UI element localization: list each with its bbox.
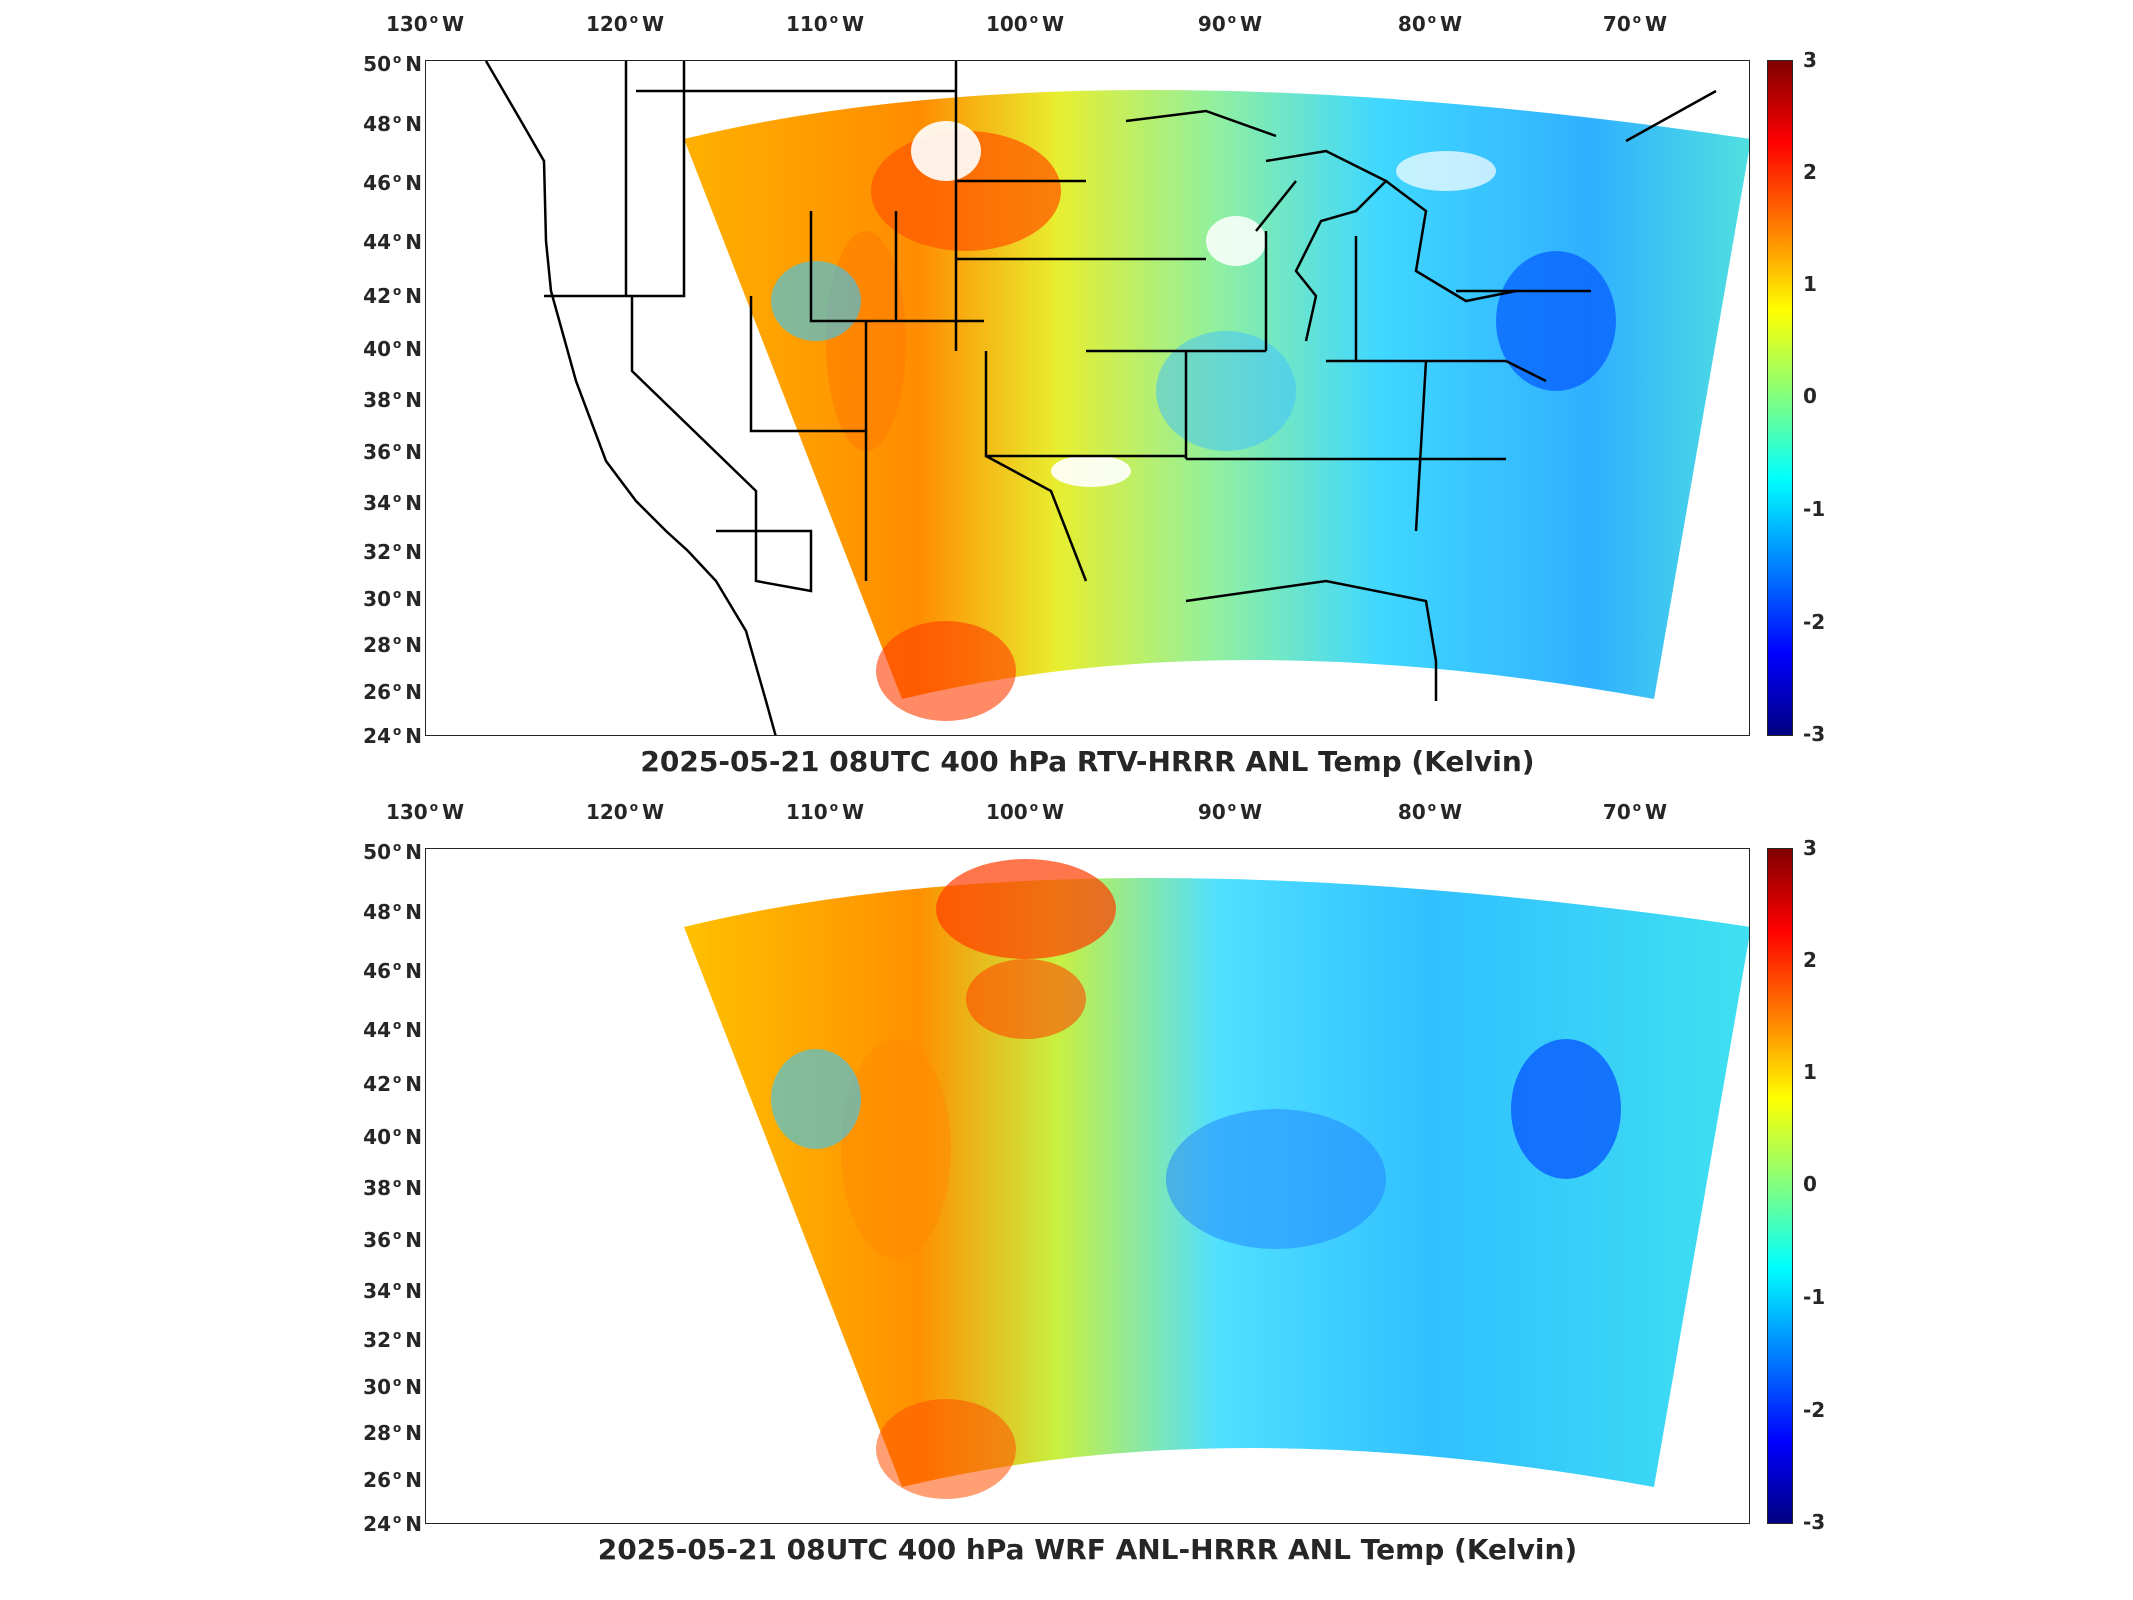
- colorbar-tick-label: 3: [1803, 836, 1817, 860]
- latitude-tick-label: 28 o N: [363, 1421, 422, 1445]
- latitude-tick-label: 24 o N: [363, 724, 422, 748]
- colorbar-tick-label: 3: [1803, 48, 1817, 72]
- longitude-tick-label: 70 o W: [1602, 12, 1668, 36]
- latitude-tick-label: 50 o N: [363, 52, 422, 76]
- latitude-tick-label: 48 o N: [363, 900, 422, 924]
- colorbar-tick-label: 2: [1803, 948, 1817, 972]
- latitude-tick-label: 50 o N: [363, 840, 422, 864]
- colorbar-tick-label: 0: [1803, 1172, 1817, 1196]
- longitude-tick-label: 120 o W: [585, 12, 665, 36]
- coastline-and-state-borders: [484, 61, 1717, 735]
- latitude-tick-label: 36 o N: [363, 1228, 422, 1252]
- longitude-tick-label: 80 o W: [1397, 800, 1463, 824]
- latitude-tick-label: 46 o N: [363, 959, 422, 983]
- latitude-tick-label: 42 o N: [363, 284, 422, 308]
- colorbar: [1767, 60, 1793, 736]
- colorbar-tick-label: 0: [1803, 384, 1817, 408]
- panel-title: 2025-05-21 08UTC 400 hPa RTV-HRRR ANL Te…: [640, 745, 1535, 778]
- latitude-tick-label: 40 o N: [363, 337, 422, 361]
- latitude-tick-label: 36 o N: [363, 440, 422, 464]
- longitude-tick-label: 100 o W: [985, 12, 1065, 36]
- panel-title: 2025-05-21 08UTC 400 hPa WRF ANL-HRRR AN…: [597, 1533, 1578, 1566]
- latitude-tick-label: 42 o N: [363, 1072, 422, 1096]
- map-panel-wrf: 130 o W 120 o W 110 o W 100 o W 90 o W 80 o W 70 o W 50 o N 48 o…: [0, 788, 2133, 1588]
- latitude-tick-label: 34 o N: [363, 491, 422, 515]
- latitude-tick-label: 34 o N: [363, 1279, 422, 1303]
- latitude-tick-label: 30 o N: [363, 587, 422, 611]
- latitude-tick-label: 40 o N: [363, 1125, 422, 1149]
- longitude-tick-label: 130 o W: [385, 12, 465, 36]
- latitude-tick-label: 44 o N: [363, 230, 422, 254]
- latitude-tick-label: 26 o N: [363, 680, 422, 704]
- latitude-tick-label: 46 o N: [363, 171, 422, 195]
- colorbar-tick-label: -1: [1803, 1285, 1826, 1309]
- map-frame: [425, 60, 1750, 736]
- map-panel-rtv: 130 o W 120 o W 110 o W 100 o W 90 o W 80 o W 70 o W 50 o N 48 o…: [363, 12, 1826, 778]
- latitude-tick-label: 32 o N: [363, 1328, 422, 1352]
- latitude-tick-label: 30 o N: [363, 1375, 422, 1399]
- colorbar-tick-label: -3: [1803, 1510, 1826, 1534]
- latitude-tick-label: 26 o N: [363, 1468, 422, 1492]
- longitude-tick-label: 110 o W: [785, 800, 865, 824]
- colorbar-tick-label: -2: [1803, 1398, 1826, 1422]
- longitude-tick-label: 70 o W: [1602, 800, 1668, 824]
- latitude-tick-label: 32 o N: [363, 540, 422, 564]
- colorbar: [1767, 848, 1793, 1524]
- colorbar-tick-label: 1: [1803, 1060, 1817, 1084]
- colorbar-tick-label: -3: [1803, 722, 1826, 746]
- latitude-tick-label: 38 o N: [363, 388, 422, 412]
- longitude-tick-label: 90 o W: [1197, 12, 1263, 36]
- longitude-tick-label: 90 o W: [1197, 800, 1263, 824]
- map-frame: [425, 848, 1750, 1524]
- colorbar-tick-label: 1: [1803, 272, 1817, 296]
- longitude-tick-label: 110 o W: [785, 12, 865, 36]
- latitude-tick-label: 24 o N: [363, 1512, 422, 1536]
- colorbar-tick-label: 2: [1803, 160, 1817, 184]
- colorbar-tick-label: -2: [1803, 610, 1826, 634]
- latitude-tick-label: 38 o N: [363, 1176, 422, 1200]
- longitude-tick-label: 120 o W: [585, 800, 665, 824]
- temperature-difference-map: [484, 61, 1749, 735]
- temperature-difference-map: [684, 859, 1749, 1499]
- latitude-tick-label: 44 o N: [363, 1018, 422, 1042]
- longitude-tick-label: 100 o W: [985, 800, 1065, 824]
- latitude-tick-label: 48 o N: [363, 112, 422, 136]
- longitude-tick-label: 80 o W: [1397, 12, 1463, 36]
- longitude-tick-label: 130 o W: [385, 800, 465, 824]
- latitude-tick-label: 28 o N: [363, 633, 422, 657]
- colorbar-tick-label: -1: [1803, 497, 1826, 521]
